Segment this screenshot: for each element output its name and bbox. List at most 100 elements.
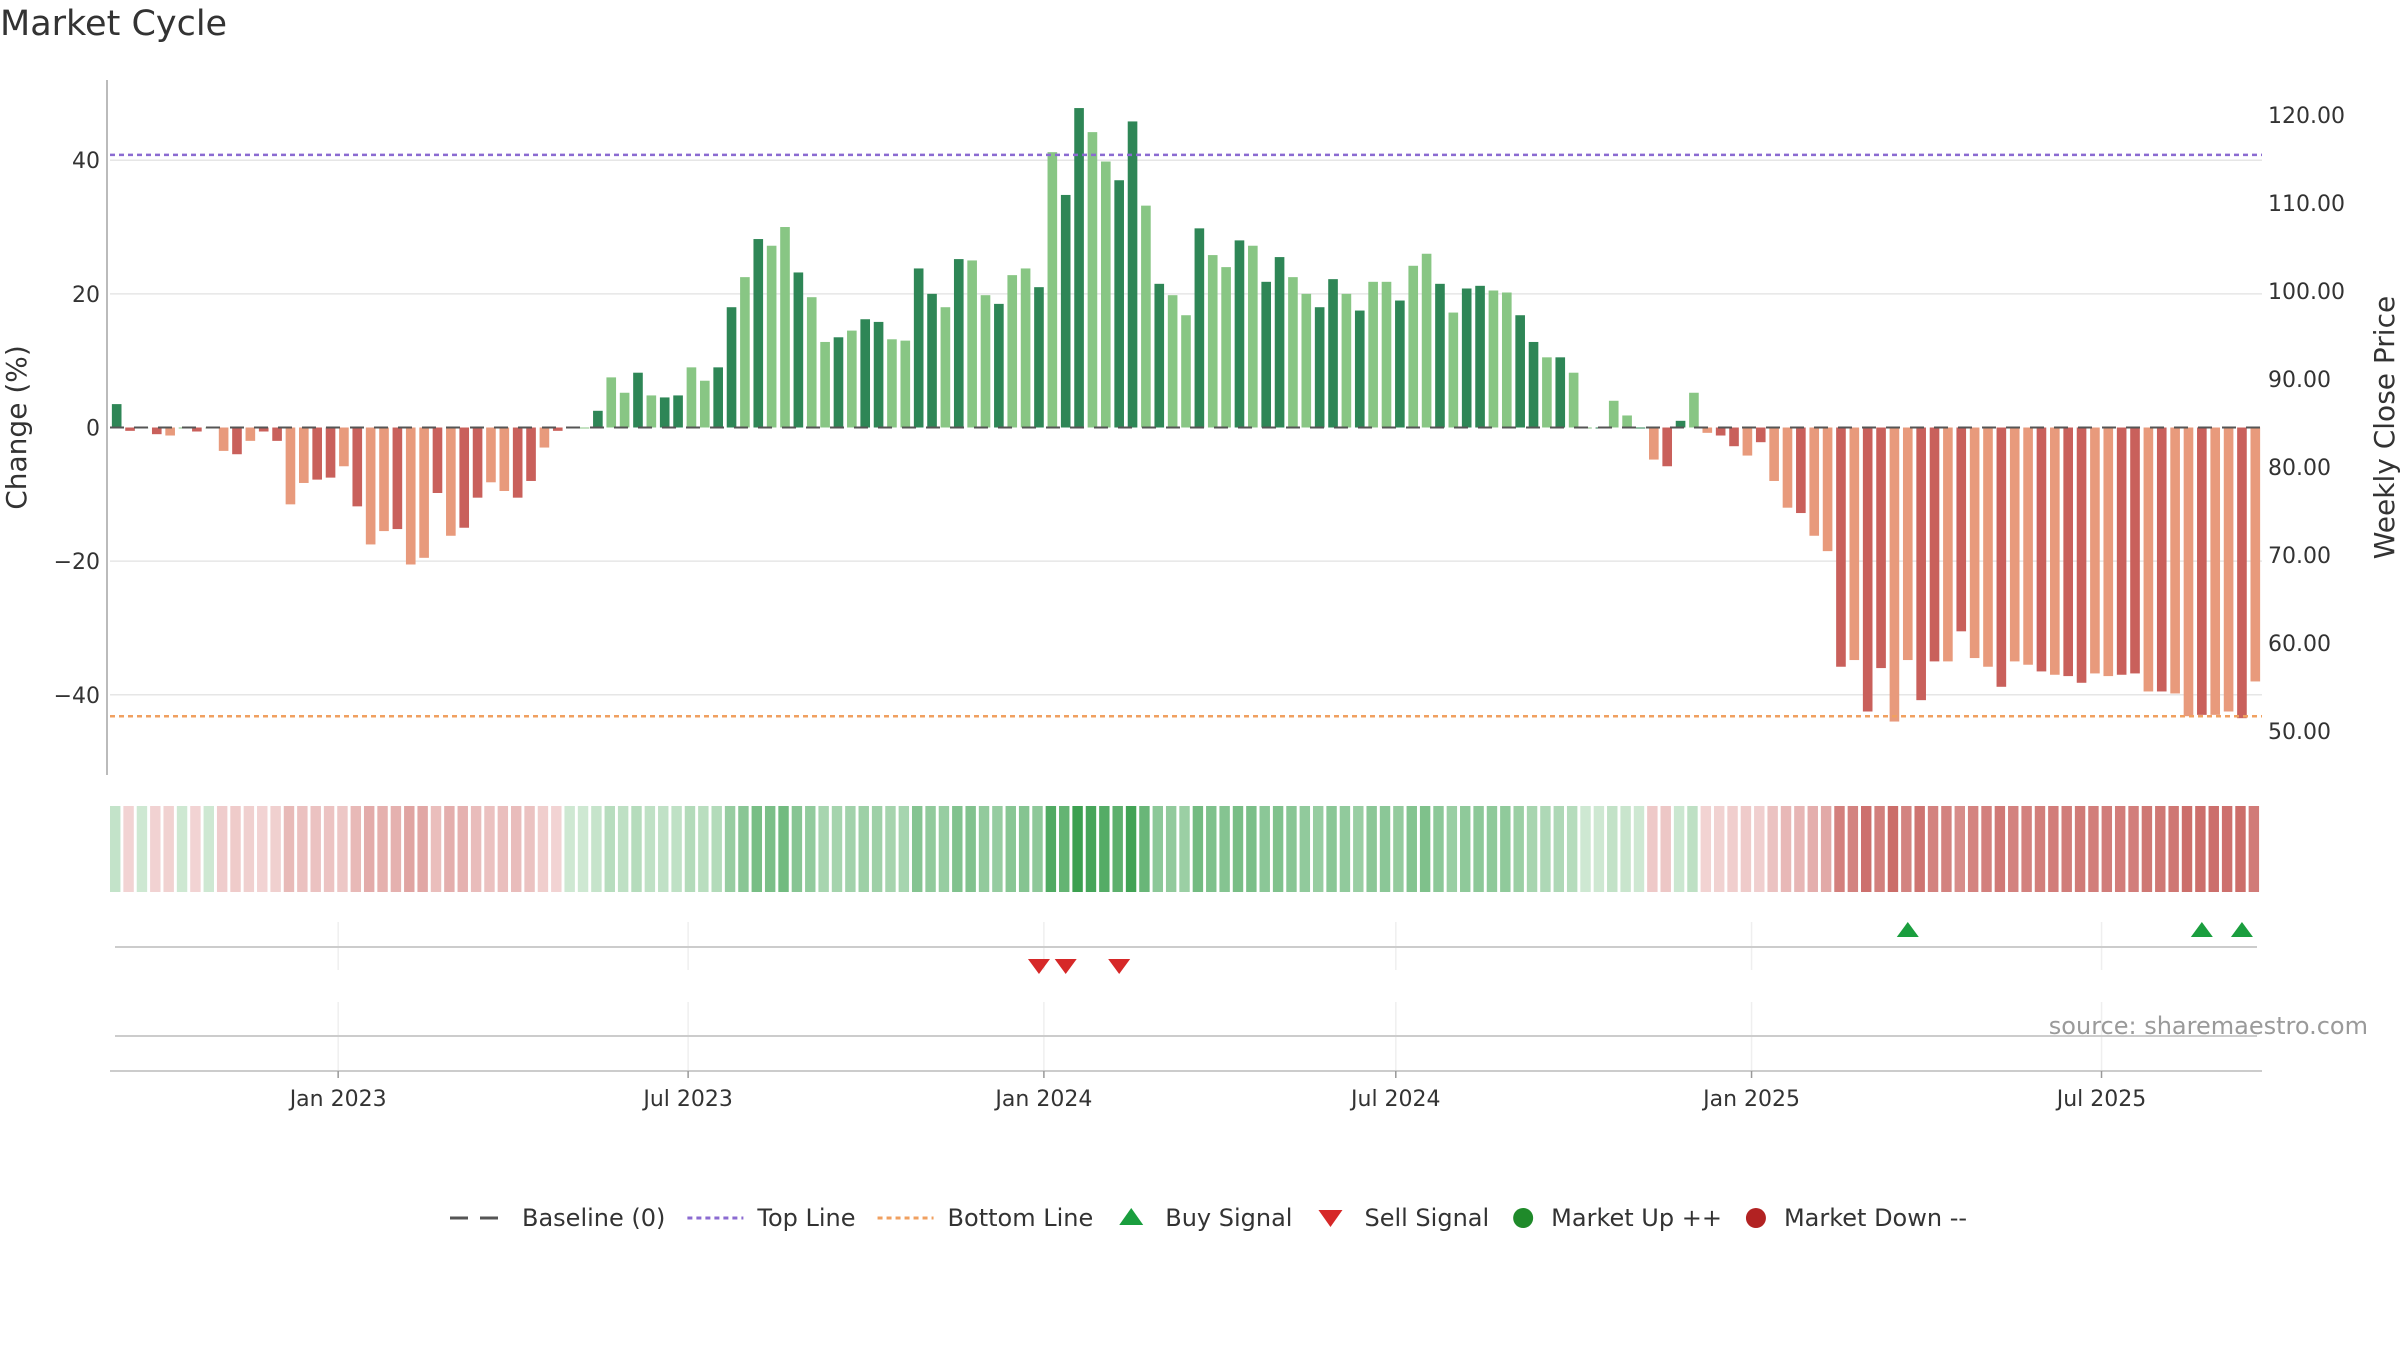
data-bar: [606, 377, 617, 428]
heat-cell: [1834, 806, 1845, 892]
data-bar: [352, 427, 363, 507]
heat-cell: [952, 806, 963, 892]
y-tick-label: −40: [54, 684, 100, 709]
data-bar: [1475, 285, 1485, 428]
legend-item: Sell Signal: [1318, 1204, 1489, 1232]
buy-signal-marker: [2230, 922, 2253, 937]
y-tick-label: 20: [72, 283, 100, 308]
y2-tick-label: 110.00: [2268, 192, 2345, 217]
axes-layer: 40 20 0 −20 −40 120.00 110.00 100.00 90.00 80.00 7…: [0, 80, 2400, 775]
legend-item: Market Up ++: [1513, 1204, 1722, 1232]
heat-cell: [858, 806, 869, 892]
heat-cell: [1647, 806, 1658, 892]
heat-cell: [724, 806, 736, 892]
heat-cell: [591, 806, 602, 892]
heat-cell: [1540, 806, 1551, 892]
data-bar: [1047, 152, 1058, 428]
heat-cell: [1767, 806, 1778, 892]
data-bar: [1782, 427, 1793, 508]
heat-cell: [310, 806, 321, 892]
heat-cell: [1339, 806, 1351, 892]
data-bar: [1742, 427, 1753, 456]
data-bar: [1729, 427, 1739, 447]
source-label: source: sharemaestro.com: [2049, 1012, 2368, 1040]
data-bar: [2130, 427, 2140, 674]
data-bar: [726, 307, 737, 428]
data-bar: [111, 404, 122, 428]
data-bar: [1181, 315, 1191, 428]
heat-cell: [631, 806, 642, 892]
heat-cell: [1192, 806, 1204, 892]
data-bar: [1635, 427, 1646, 429]
heat-cell: [350, 806, 362, 892]
heat-cell: [1807, 806, 1818, 892]
heat-cell: [1874, 806, 1885, 892]
data-bar: [2156, 427, 2167, 692]
heat-cell: [871, 806, 883, 892]
data-bar: [873, 321, 884, 428]
heat-cell: [203, 806, 214, 892]
heat-cell: [1312, 806, 1324, 892]
heat-cell: [1112, 806, 1123, 892]
heat-cell: [1566, 806, 1578, 892]
data-bar: [165, 427, 175, 436]
heat-cell: [1954, 806, 1965, 892]
y2-tick-label: 80.00: [2268, 456, 2331, 481]
legend-item: Top Line: [687, 1204, 856, 1232]
heat-cell: [1032, 806, 1043, 892]
data-bar: [980, 295, 991, 428]
data-bar: [312, 427, 322, 480]
heat-cell: [1406, 806, 1417, 892]
heat-cell: [2235, 806, 2246, 892]
data-bar: [1501, 292, 1512, 428]
data-bar: [633, 372, 643, 428]
data-bar: [419, 427, 429, 558]
heat-cell: [323, 806, 335, 892]
x-tick-label: Jul 2024: [1349, 1087, 1441, 1112]
data-bar: [793, 272, 804, 428]
heat-cell: [1500, 806, 1511, 892]
data-bar: [1207, 255, 1218, 428]
data-bar: [1662, 427, 1673, 467]
data-bar: [1796, 427, 1806, 514]
heat-cell: [805, 806, 816, 892]
legend-marker-market-down: [1745, 1208, 1766, 1228]
data-bar: [1074, 108, 1084, 428]
heat-cell: [1673, 806, 1685, 892]
data-bar: [673, 395, 683, 428]
x-tick-label: Jan 2024: [993, 1087, 1092, 1112]
heat-cell: [270, 806, 281, 892]
y2-tick-label: 120.00: [2268, 104, 2345, 129]
data-bar: [2023, 427, 2033, 665]
data-bar: [526, 427, 536, 481]
heat-cell: [1700, 806, 1712, 892]
legend-item: Buy Signal: [1119, 1204, 1292, 1232]
heat-cell: [1633, 806, 1645, 892]
data-bar: [847, 330, 857, 428]
heat-cell: [1914, 806, 1925, 892]
heat-cell: [1419, 806, 1431, 892]
y2-tick-label: 50.00: [2268, 720, 2331, 745]
heat-cell: [1165, 806, 1177, 892]
data-bar: [1408, 265, 1419, 428]
data-bar: [192, 427, 202, 432]
heat-cell: [430, 806, 442, 892]
y-tick-label: −20: [54, 550, 100, 575]
data-bar: [1542, 357, 1552, 428]
data-bar: [1943, 427, 1953, 662]
data-bar: [1167, 295, 1178, 428]
data-bar: [1301, 293, 1312, 428]
heat-cell: [978, 806, 990, 892]
heat-cell: [470, 806, 482, 892]
data-bar: [1528, 341, 1539, 428]
data-bar: [1916, 427, 1926, 701]
heat-cell: [497, 806, 509, 892]
data-bar: [659, 397, 670, 428]
heat-cell: [564, 806, 575, 892]
data-bar: [1969, 427, 1980, 659]
heat-cell: [1299, 806, 1311, 892]
data-bar: [379, 427, 389, 532]
data-bar: [1822, 427, 1833, 552]
heat-cell: [1085, 806, 1097, 892]
heat-cell: [2141, 806, 2153, 892]
